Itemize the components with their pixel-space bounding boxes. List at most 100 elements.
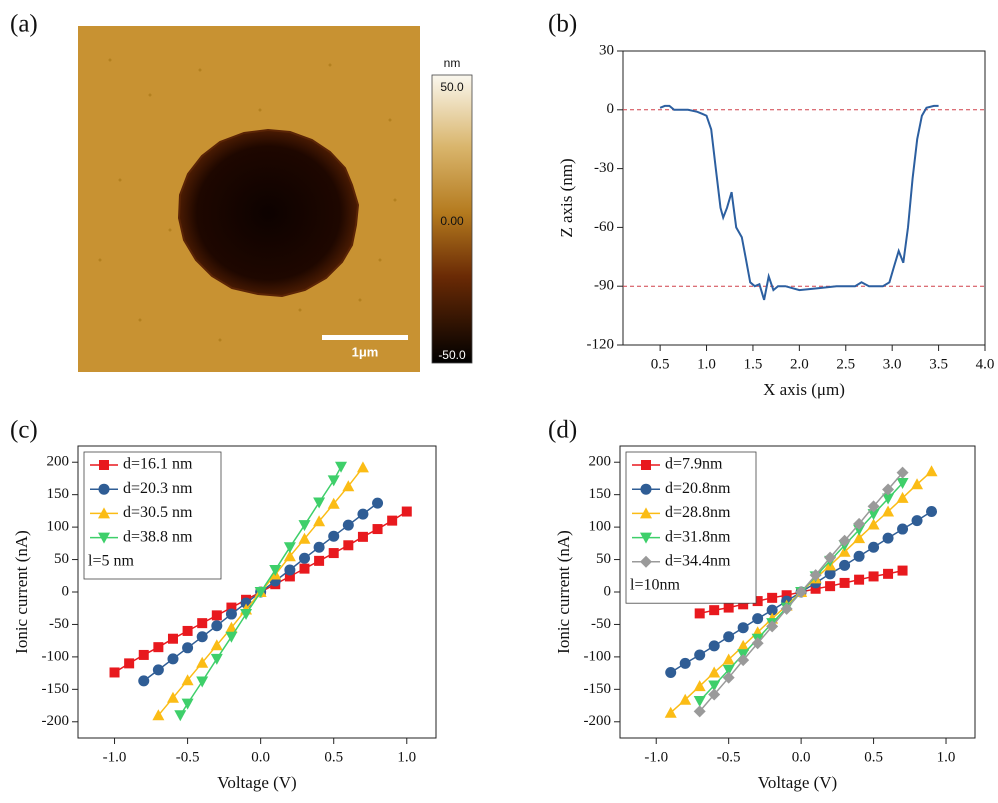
marker: [839, 577, 850, 588]
marker: [138, 675, 150, 687]
marker: [911, 515, 923, 527]
marker: [925, 465, 938, 477]
marker: [328, 530, 340, 542]
colorbar-tick-label: 50.0: [440, 80, 464, 94]
marker: [138, 649, 149, 660]
y-tick-label: 50: [54, 551, 69, 567]
marker: [693, 705, 706, 718]
marker: [298, 532, 311, 544]
marker: [868, 571, 879, 582]
x-axis-label: Voltage (V): [217, 773, 296, 792]
marker: [853, 550, 865, 562]
marker: [737, 639, 750, 651]
colorbar: [431, 74, 473, 364]
marker: [197, 618, 208, 629]
marker: [387, 515, 398, 526]
marker: [225, 631, 238, 643]
marker: [335, 461, 348, 473]
marker: [327, 475, 340, 487]
x-tick-label: 1.0: [697, 356, 716, 372]
afm-image: 1μm nm: [78, 26, 473, 372]
marker: [152, 709, 165, 721]
marker: [284, 571, 295, 582]
marker: [882, 532, 894, 544]
annotation: l=10nm: [630, 577, 680, 594]
y-axis-label: Z axis (nm): [557, 158, 576, 237]
marker: [722, 653, 735, 665]
legend-box: [625, 451, 757, 604]
marker: [752, 596, 763, 607]
legend-label: d=20.3 nm: [123, 480, 193, 497]
marker: [897, 565, 908, 576]
legend-label: d=28.8nm: [665, 504, 731, 521]
legend-label: d=31.8nm: [665, 528, 731, 545]
marker: [896, 466, 909, 479]
afm-speckles: [98, 58, 397, 342]
marker: [838, 534, 851, 547]
marker: [98, 532, 110, 544]
marker: [767, 592, 778, 603]
marker: [283, 550, 296, 562]
plot-frame: [622, 50, 986, 346]
marker: [196, 656, 209, 668]
marker: [356, 461, 369, 473]
x-tick-label: 0.0: [792, 749, 811, 765]
marker: [766, 620, 779, 633]
x-tick-label: 2.5: [836, 356, 855, 372]
y-tick-label: 200: [47, 454, 70, 470]
marker: [839, 559, 851, 571]
panel-label: (a): [10, 11, 38, 38]
y-axis-label: Ionic current (nA): [12, 530, 31, 654]
y-tick-label: 0: [62, 583, 70, 599]
marker: [722, 664, 735, 676]
y-tick-label: -150: [42, 681, 70, 697]
legend-label: d=20.8nm: [665, 480, 731, 497]
scale-bar-label: 1μm: [352, 344, 379, 359]
y-axis-label: Ionic current (nA): [554, 530, 573, 654]
x-tick-label: -1.0: [644, 749, 668, 765]
legend-label: d=34.4nm: [665, 552, 731, 569]
x-tick-label: 0.5: [324, 749, 343, 765]
panel-label: (b): [548, 11, 577, 38]
y-tick-label: 0: [607, 101, 615, 117]
marker: [226, 602, 237, 613]
marker: [665, 666, 677, 678]
marker: [883, 568, 894, 579]
marker: [679, 657, 691, 669]
y-tick-label: 100: [589, 519, 612, 535]
marker: [357, 508, 369, 520]
marker: [313, 515, 326, 527]
marker: [196, 676, 209, 688]
series-line: [659, 104, 939, 301]
marker: [795, 586, 808, 598]
x-tick-label: -1.0: [103, 749, 127, 765]
marker: [181, 674, 194, 686]
marker: [640, 532, 652, 544]
marker: [254, 587, 267, 598]
y-tick-label: -50: [49, 616, 69, 632]
marker: [640, 555, 652, 568]
marker: [174, 710, 187, 722]
marker: [781, 590, 792, 601]
y-tick-label: -30: [594, 160, 614, 176]
marker: [694, 649, 706, 661]
marker: [853, 532, 866, 544]
x-tick-label: 1.0: [397, 749, 416, 765]
annotation: l=5 nm: [88, 552, 134, 569]
x-tick-label: 2.0: [790, 356, 809, 372]
marker: [210, 653, 223, 665]
marker: [853, 517, 866, 530]
panel-label: (d): [548, 417, 577, 444]
marker: [298, 520, 311, 532]
marker: [708, 640, 720, 652]
marker: [152, 664, 164, 676]
marker: [825, 581, 836, 592]
marker: [211, 610, 222, 621]
marker: [284, 564, 296, 576]
marker: [640, 507, 652, 519]
colorbar-unit: nm: [444, 56, 461, 70]
marker: [124, 658, 135, 669]
afm-hole: [177, 128, 360, 298]
